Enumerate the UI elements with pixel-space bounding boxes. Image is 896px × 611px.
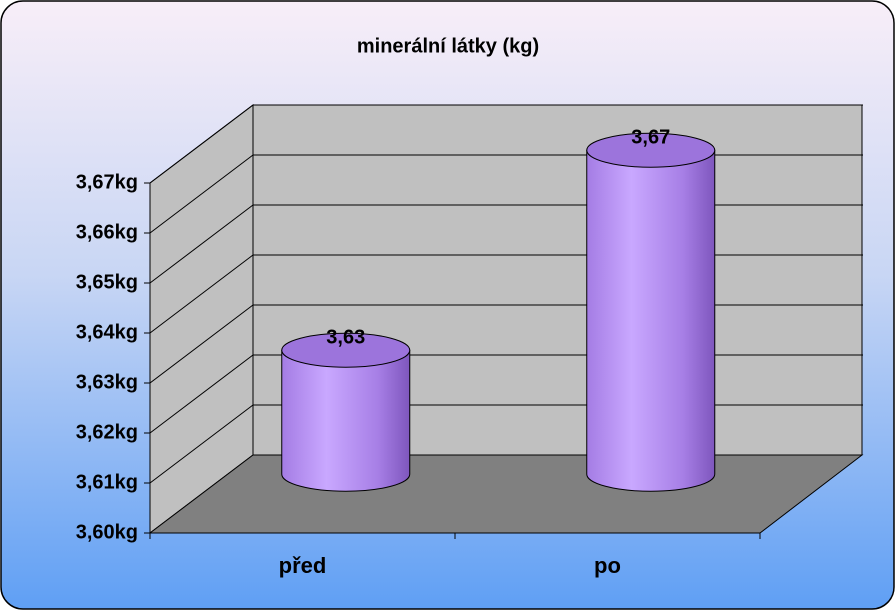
grid-line bbox=[149, 154, 254, 234]
chart-title: minerální látky (kg) bbox=[357, 35, 539, 57]
y-tick-label: 3,66kg bbox=[76, 221, 138, 243]
bar bbox=[586, 132, 716, 492]
bar bbox=[281, 332, 411, 492]
y-tick-label: 3,60kg bbox=[76, 521, 138, 543]
grid-line bbox=[149, 304, 254, 384]
cylinder-body bbox=[281, 349, 411, 492]
y-tick-label: 3,64kg bbox=[76, 321, 138, 343]
y-tick-label: 3,67kg bbox=[76, 171, 138, 193]
cylinder-body bbox=[586, 149, 716, 492]
grid-line bbox=[149, 354, 254, 434]
y-tick-label: 3,65kg bbox=[76, 271, 138, 293]
grid-line bbox=[149, 104, 254, 184]
x-tick-label: před bbox=[279, 553, 327, 578]
data-label: 3,63 bbox=[326, 327, 365, 349]
grid-line bbox=[149, 404, 254, 484]
cylinder-top bbox=[281, 332, 411, 368]
cylinder-top bbox=[586, 132, 716, 168]
grid-line bbox=[149, 204, 254, 284]
grid-line bbox=[149, 254, 254, 334]
floor bbox=[148, 454, 864, 534]
y-tick-label: 3,62kg bbox=[76, 421, 138, 443]
x-tick-label: po bbox=[594, 553, 621, 578]
y-tick-label: 3,61kg bbox=[76, 471, 138, 493]
data-label: 3,67 bbox=[631, 127, 670, 149]
y-tick-label: 3,63kg bbox=[76, 371, 138, 393]
